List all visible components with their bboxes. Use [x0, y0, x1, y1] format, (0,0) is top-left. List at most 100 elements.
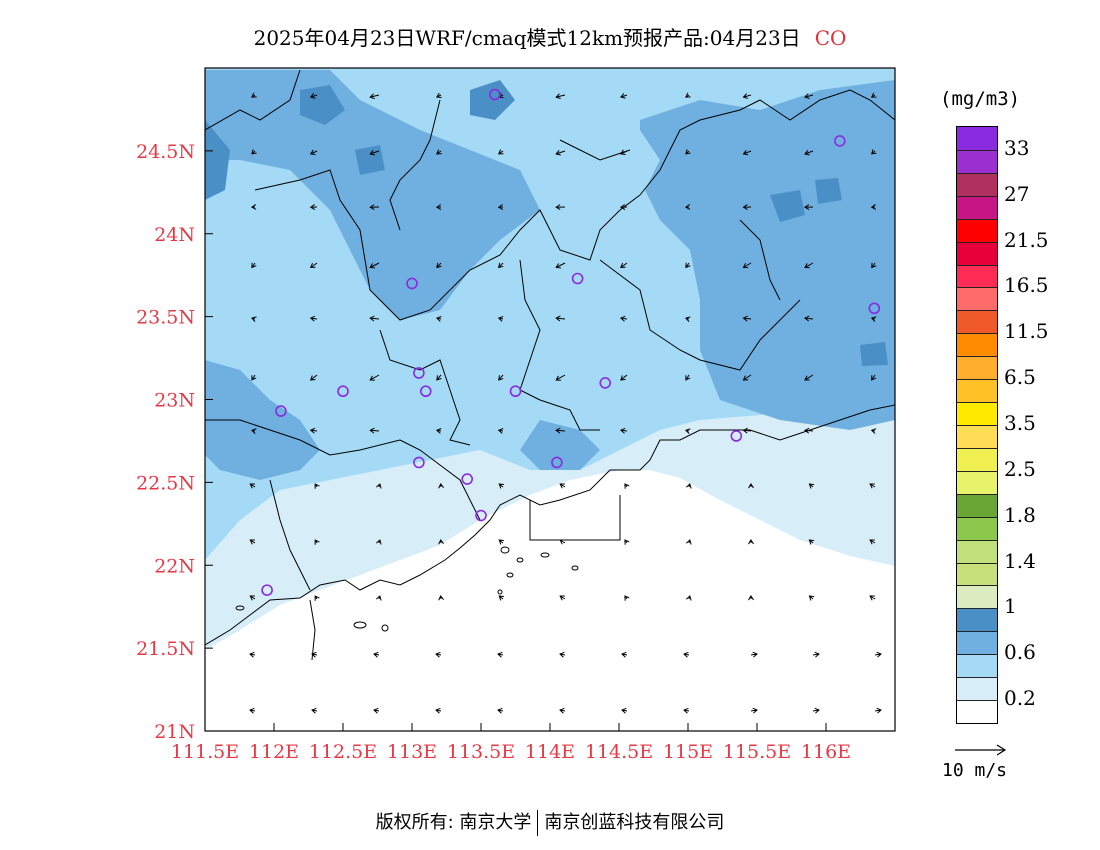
wind-arrow: [621, 707, 628, 714]
wind-arrow: [686, 483, 692, 489]
wind-arrow: [742, 427, 752, 434]
legend-separator: [957, 631, 997, 633]
legend-separator: [957, 654, 997, 656]
wind-arrow: [369, 374, 380, 381]
wind-arrow: [620, 262, 628, 269]
wind-arrow: [808, 539, 815, 545]
wind-arrow: [310, 374, 318, 381]
wind-arrow: [748, 595, 754, 601]
lon-tick-label: 113E: [387, 741, 437, 763]
legend-separator: [957, 333, 997, 335]
wind-arrow: [684, 428, 691, 434]
color-legend: [956, 126, 998, 724]
wind-arrow: [742, 149, 752, 156]
legend-color-cell: [957, 379, 997, 403]
legend-separator: [957, 149, 997, 151]
title-text: 2025年04月23日WRF/cmaq模式12km预报产品:04月23日: [253, 26, 801, 50]
wind-reference-label: 10 m/s: [942, 760, 1008, 781]
wind-arrow: [314, 595, 320, 601]
legend-value-label: 0.6: [1004, 640, 1036, 665]
wind-arrow: [684, 204, 691, 210]
legend-color-cell: [957, 310, 997, 334]
legend-separator: [957, 585, 997, 587]
legend-separator: [957, 608, 997, 610]
legend-separator: [957, 356, 997, 358]
wind-arrow: [497, 651, 504, 658]
legend-value-label: 16.5: [1004, 273, 1049, 298]
legend-separator: [957, 700, 997, 702]
wind-arrow: [869, 595, 876, 601]
wind-arrow: [804, 315, 814, 322]
wind-arrow: [869, 539, 876, 545]
wind-arrow: [808, 595, 815, 601]
wind-arrow: [249, 595, 256, 601]
wind-arrow: [498, 374, 504, 381]
wind-arrow: [311, 707, 318, 714]
wind-arrow: [436, 149, 442, 155]
legend-color-cell: [957, 241, 997, 265]
wind-arrow: [498, 539, 504, 545]
wind-arrow: [251, 92, 257, 98]
wind-arrow: [869, 483, 876, 489]
wind-arrow: [435, 428, 442, 434]
copyright-separator: [537, 810, 539, 836]
legend-separator: [957, 195, 997, 197]
wind-arrow: [311, 651, 318, 658]
wind-arrow: [870, 204, 877, 210]
station-marker: [833, 135, 846, 147]
lon-tick-label: 116E: [801, 741, 851, 763]
wind-arrow: [497, 707, 504, 714]
legend-color-cell: [957, 700, 997, 724]
station-marker: [413, 367, 425, 379]
station-marker: [730, 430, 743, 442]
wind-arrow: [251, 374, 257, 381]
wind-arrow: [555, 149, 566, 156]
boundary-lines: [205, 69, 895, 661]
station-marker: [406, 277, 418, 290]
legend-color-cell: [957, 127, 997, 151]
wind-arrow: [497, 428, 504, 434]
wind-arrow: [497, 204, 504, 210]
wind-arrow: [870, 316, 877, 322]
lat-tick-label: 24N: [154, 224, 195, 246]
station-marker: [261, 584, 273, 596]
wind-arrow: [621, 651, 628, 658]
wind-arrow: [750, 651, 758, 658]
legend-separator: [957, 264, 997, 266]
wind-arrow: [498, 595, 504, 601]
wind-arrow: [435, 651, 442, 658]
legend-color-cell: [957, 195, 997, 219]
station-marker: [419, 385, 432, 398]
wind-arrow: [624, 483, 630, 489]
wind-arrow: [870, 428, 877, 434]
wind-arrow: [619, 93, 628, 99]
station-marker: [275, 405, 287, 417]
wind-arrow: [309, 93, 318, 99]
legend-value-label: 1.8: [1004, 502, 1036, 527]
wind-arrow: [309, 262, 318, 269]
legend-separator: [957, 425, 997, 426]
legend-separator: [957, 218, 997, 220]
station-marker: [461, 473, 474, 485]
wind-arrow: [435, 707, 442, 714]
legend-separator: [957, 470, 997, 472]
legend-value-label: 33: [1004, 135, 1030, 160]
lon-tick-label: 112.5E: [309, 741, 377, 763]
legend-value-label: 27: [1004, 181, 1030, 206]
wind-arrow: [620, 374, 628, 381]
wind-arrow: [559, 651, 566, 658]
station-marker: [868, 302, 881, 315]
lon-tick-label: 111.5E: [171, 741, 239, 763]
legend-color-cell: [957, 425, 997, 449]
legend-value-label: 6.5: [1004, 365, 1036, 390]
station-marker: [337, 385, 349, 398]
legend-value-label: 0.2: [1004, 686, 1036, 711]
wind-arrow: [559, 707, 566, 714]
lon-tick-label: 115E: [663, 741, 713, 763]
wind-arrow: [555, 204, 566, 211]
legend-color-cell: [957, 677, 997, 701]
lon-tick-label: 115.5E: [723, 741, 791, 763]
pollutant-label: CO: [814, 26, 847, 50]
wind-arrow: [871, 262, 877, 269]
